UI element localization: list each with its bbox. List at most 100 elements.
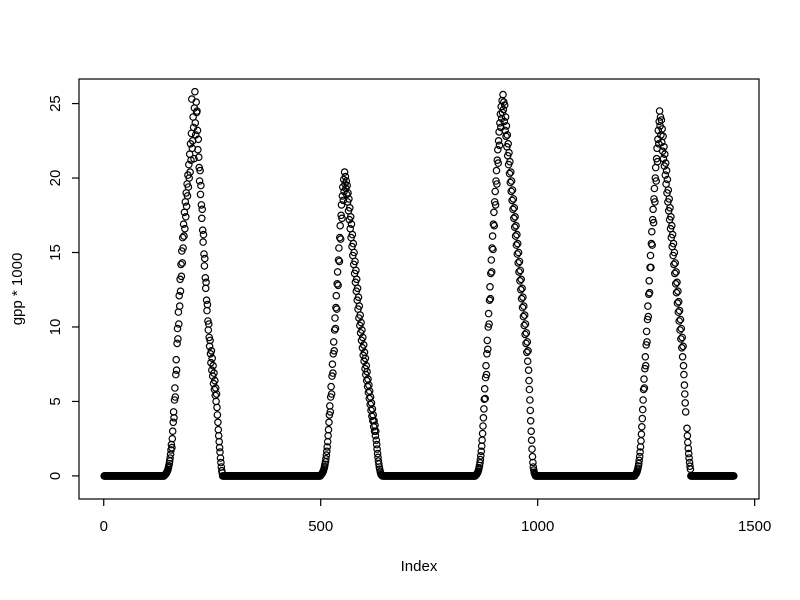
data-point bbox=[169, 418, 178, 427]
data-point bbox=[347, 220, 356, 229]
data-point bbox=[526, 396, 534, 404]
data-point bbox=[373, 445, 381, 453]
data-point bbox=[650, 184, 659, 193]
data-point bbox=[479, 422, 487, 430]
data-point bbox=[523, 338, 532, 346]
data-point bbox=[168, 443, 176, 452]
data-point bbox=[641, 361, 650, 370]
data-point bbox=[216, 454, 225, 462]
data-point bbox=[680, 370, 688, 379]
data-point bbox=[507, 177, 516, 185]
data-point bbox=[635, 452, 644, 461]
data-point bbox=[209, 361, 217, 370]
data-point bbox=[355, 302, 364, 310]
data-point bbox=[377, 471, 386, 480]
data-point bbox=[671, 279, 680, 288]
data-point bbox=[492, 166, 501, 175]
data-point bbox=[502, 122, 511, 130]
data-point bbox=[322, 454, 330, 463]
data-point bbox=[173, 324, 182, 333]
data-point bbox=[677, 343, 686, 352]
data-point bbox=[168, 434, 177, 443]
data-point bbox=[172, 366, 181, 375]
data-point bbox=[480, 384, 489, 393]
data-point bbox=[175, 302, 184, 310]
data-point bbox=[659, 154, 668, 163]
data-point bbox=[170, 413, 178, 422]
data-point bbox=[340, 168, 349, 176]
data-point bbox=[665, 195, 674, 203]
data-point bbox=[496, 119, 504, 127]
data-point bbox=[514, 259, 523, 267]
data-point bbox=[372, 436, 381, 445]
data-point bbox=[517, 275, 526, 284]
data-point bbox=[197, 181, 205, 190]
data-point bbox=[328, 360, 337, 369]
data-point bbox=[655, 107, 664, 115]
data-point bbox=[678, 352, 687, 361]
data-point bbox=[373, 449, 382, 458]
data-point bbox=[659, 132, 667, 141]
data-point bbox=[662, 166, 671, 175]
data-point bbox=[510, 223, 519, 232]
data-point bbox=[198, 214, 206, 223]
data-point bbox=[519, 312, 528, 321]
data-point bbox=[329, 338, 338, 346]
data-point bbox=[678, 333, 687, 342]
data-point bbox=[199, 230, 208, 239]
data-point bbox=[639, 396, 647, 404]
data-point bbox=[683, 424, 691, 433]
data-point bbox=[679, 342, 687, 351]
data-point bbox=[676, 315, 685, 324]
data-point bbox=[512, 241, 521, 249]
data-point bbox=[349, 239, 358, 248]
data-point bbox=[511, 213, 519, 221]
data-point bbox=[491, 201, 500, 209]
data-point bbox=[524, 346, 532, 355]
data-point bbox=[195, 177, 204, 185]
data-point bbox=[637, 422, 646, 431]
data-point bbox=[477, 447, 486, 456]
data-point bbox=[168, 427, 177, 436]
data-point bbox=[635, 456, 644, 465]
data-point bbox=[525, 376, 533, 385]
data-point bbox=[478, 429, 487, 438]
data-point bbox=[527, 436, 536, 445]
data-point bbox=[199, 238, 207, 246]
data-point bbox=[331, 314, 339, 322]
data-point bbox=[342, 177, 351, 185]
data-point bbox=[332, 305, 341, 313]
data-point bbox=[338, 192, 347, 200]
data-point bbox=[353, 284, 362, 293]
data-point bbox=[681, 408, 690, 416]
data-point bbox=[486, 294, 495, 303]
data-point bbox=[203, 300, 212, 309]
data-point bbox=[521, 320, 530, 328]
data-point bbox=[172, 370, 180, 379]
data-point bbox=[517, 294, 526, 303]
data-point bbox=[368, 412, 376, 421]
data-point bbox=[520, 311, 529, 319]
data-point bbox=[213, 403, 221, 412]
data-point bbox=[519, 302, 528, 310]
data-point bbox=[661, 171, 670, 179]
x-tick-label: 1000 bbox=[521, 518, 554, 535]
data-point bbox=[176, 287, 185, 296]
data-point bbox=[644, 312, 653, 321]
data-point bbox=[512, 221, 520, 230]
data-point bbox=[508, 196, 516, 205]
data-point bbox=[476, 451, 485, 460]
data-point bbox=[210, 369, 218, 377]
data-point bbox=[505, 148, 513, 157]
data-point bbox=[520, 321, 529, 330]
data-point bbox=[643, 338, 651, 346]
data-point bbox=[185, 160, 193, 169]
data-point bbox=[200, 262, 209, 270]
data-point bbox=[679, 361, 688, 370]
data-point bbox=[638, 405, 647, 414]
data-point bbox=[179, 220, 188, 229]
data-point bbox=[658, 125, 667, 133]
data-point bbox=[490, 221, 499, 230]
data-point bbox=[515, 257, 524, 266]
